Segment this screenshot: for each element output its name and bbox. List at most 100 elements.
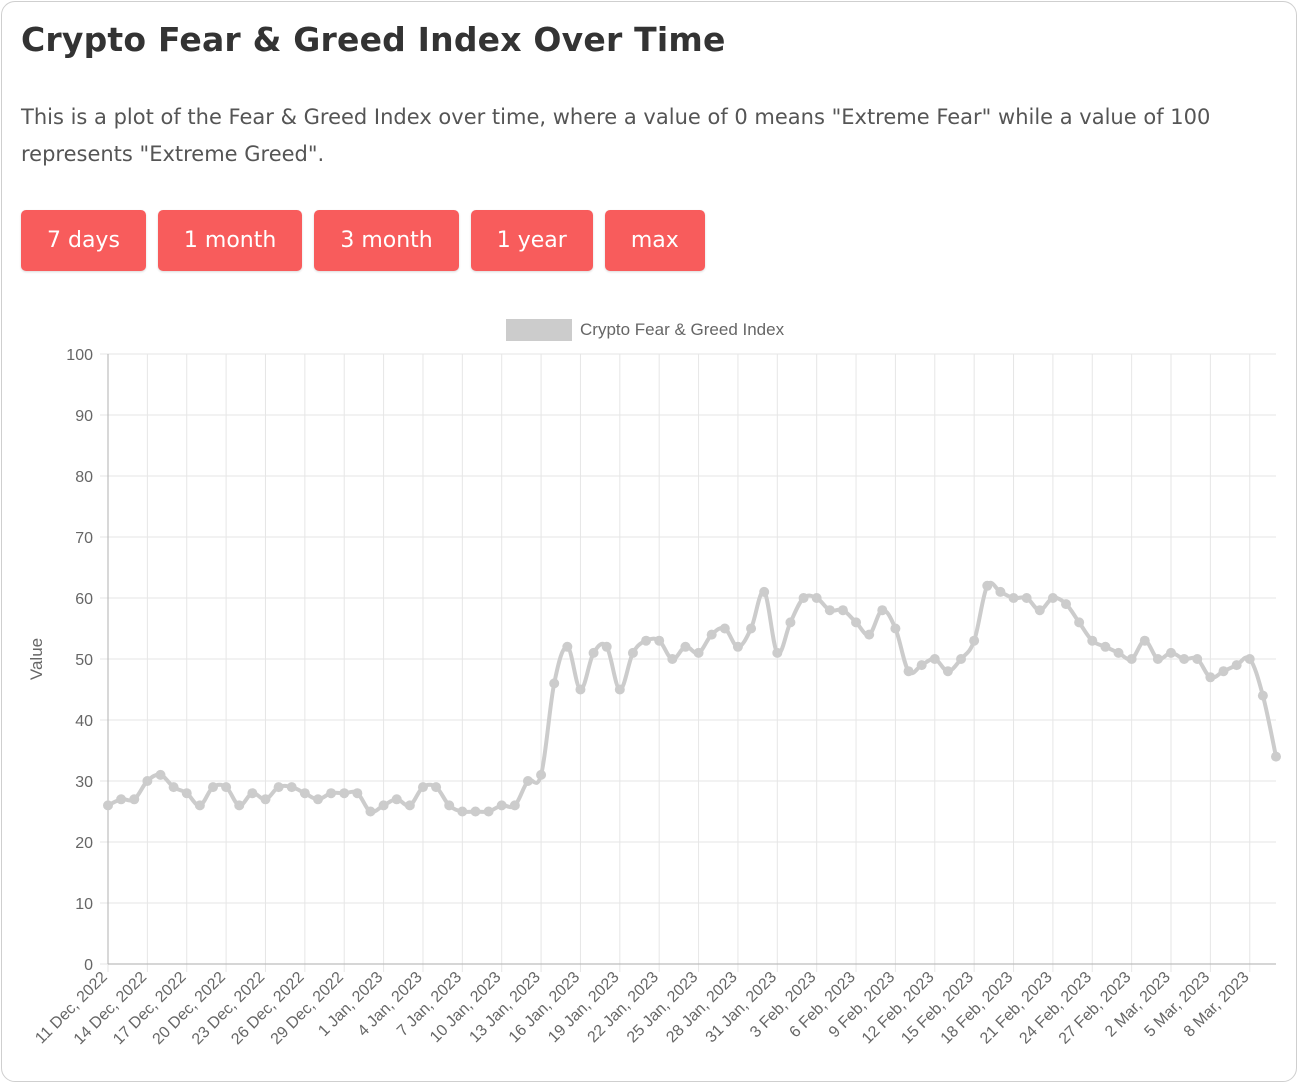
- data-point: [798, 593, 809, 603]
- data-point: [614, 684, 625, 695]
- range-3-month-button[interactable]: 3 month: [314, 210, 459, 271]
- data-point: [995, 586, 1006, 597]
- data-point: [483, 806, 494, 817]
- range-7-days-button[interactable]: 7 days: [21, 210, 146, 271]
- data-point: [1047, 593, 1058, 603]
- range-button-group: 7 days 1 month 3 month 1 year max: [21, 210, 705, 271]
- data-point: [706, 629, 717, 640]
- data-point: [457, 806, 468, 817]
- data-point: [1061, 599, 1072, 610]
- data-point: [247, 788, 258, 799]
- data-point: [785, 617, 796, 628]
- range-1-year-button[interactable]: 1 year: [470, 210, 593, 271]
- data-point: [641, 635, 652, 646]
- data-point: [1257, 690, 1268, 701]
- data-point: [746, 623, 757, 634]
- data-point: [759, 586, 770, 597]
- data-point: [732, 641, 743, 652]
- data-point: [352, 788, 363, 799]
- data-point: [1231, 660, 1242, 671]
- data-point: [680, 641, 691, 652]
- data-point: [1126, 654, 1137, 664]
- data-point: [877, 605, 888, 616]
- data-point: [824, 605, 835, 616]
- data-point: [1192, 654, 1203, 664]
- y-tick-label: 70: [75, 530, 93, 547]
- data-point: [286, 782, 297, 793]
- data-point: [969, 635, 980, 646]
- data-point: [864, 629, 875, 640]
- data-point: [391, 794, 402, 805]
- y-tick-label: 0: [84, 957, 93, 974]
- data-point: [1008, 593, 1019, 603]
- data-point: [496, 800, 507, 811]
- data-point: [588, 647, 599, 658]
- data-point: [339, 788, 350, 799]
- y-tick-label: 40: [75, 713, 93, 730]
- data-point: [1205, 672, 1216, 683]
- data-point: [404, 800, 415, 811]
- data-point: [1113, 647, 1124, 658]
- data-point: [1271, 751, 1281, 762]
- data-point: [168, 782, 179, 793]
- y-tick-label: 60: [75, 591, 93, 608]
- data-point: [194, 800, 205, 811]
- data-point: [851, 617, 862, 628]
- data-point: [417, 782, 428, 793]
- range-1-month-button[interactable]: 1 month: [157, 210, 303, 271]
- data-point: [811, 593, 822, 603]
- data-point: [234, 800, 245, 811]
- data-point: [942, 666, 953, 677]
- data-point: [207, 782, 218, 793]
- data-point: [982, 580, 993, 591]
- data-point: [444, 800, 455, 811]
- page-title: Crypto Fear & Greed Index Over Time: [21, 20, 726, 59]
- data-point: [312, 794, 323, 805]
- data-point: [103, 800, 113, 811]
- data-point: [667, 654, 678, 664]
- data-point: [1179, 654, 1190, 664]
- chart-description: This is a plot of the Fear & Greed Index…: [21, 105, 1211, 166]
- data-point: [956, 654, 967, 664]
- legend-swatch: [506, 319, 572, 341]
- data-point: [654, 635, 665, 646]
- data-point: [116, 794, 127, 805]
- range-max-button[interactable]: max: [604, 210, 705, 271]
- legend-label: Crypto Fear & Greed Index: [580, 320, 785, 339]
- y-tick-label: 10: [75, 896, 93, 913]
- data-point: [129, 794, 140, 805]
- data-point: [522, 776, 533, 786]
- data-point: [562, 641, 573, 652]
- data-point: [601, 641, 612, 652]
- data-point: [916, 660, 927, 671]
- data-point: [142, 776, 153, 786]
- data-point: [1152, 654, 1163, 664]
- data-point: [155, 769, 166, 780]
- data-point: [299, 788, 310, 799]
- data-point: [260, 794, 271, 805]
- data-point: [1139, 635, 1150, 646]
- data-point: [536, 769, 547, 780]
- data-point: [273, 782, 284, 793]
- data-point: [181, 788, 192, 799]
- y-axis-title: Value: [27, 638, 46, 680]
- y-tick-label: 20: [75, 835, 93, 852]
- series-line: [107, 580, 1278, 814]
- data-point: [549, 678, 560, 689]
- data-point: [772, 647, 783, 658]
- data-point: [431, 782, 442, 793]
- data-point: [509, 800, 520, 811]
- data-point: [1218, 666, 1229, 677]
- y-tick-label: 100: [66, 347, 93, 364]
- data-point: [470, 806, 481, 817]
- data-point: [1074, 617, 1085, 628]
- data-point: [627, 647, 638, 658]
- data-point: [929, 654, 940, 664]
- data-point: [1087, 635, 1098, 646]
- data-point: [903, 666, 914, 677]
- y-tick-label: 50: [75, 652, 93, 669]
- data-point: [693, 647, 704, 658]
- data-point: [365, 806, 376, 817]
